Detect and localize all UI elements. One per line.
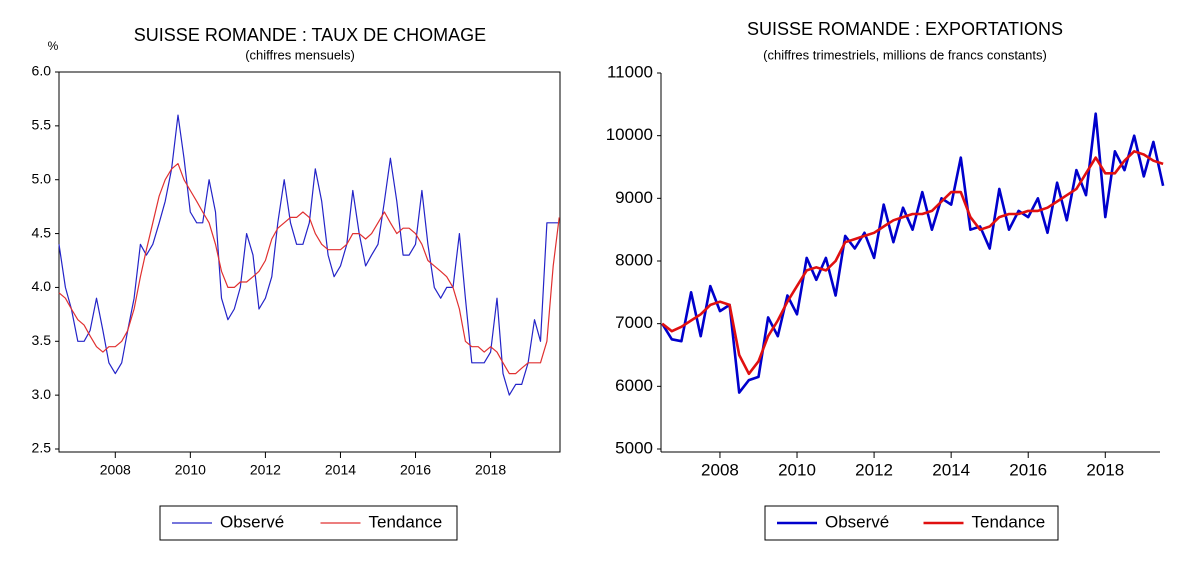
y-tick-label: 4.0 [32,278,52,294]
series-line [58,163,560,375]
y-tick-label: 2.5 [32,440,52,456]
legend-box [159,505,458,541]
y-axis-label: % [48,39,59,53]
chart-title: SUISSE ROMANDE : EXPORTATIONS [747,19,1063,39]
y-tick-label: 11000 [607,62,653,81]
chart-subtitle: (chiffres trimestriels, millions de fran… [763,47,1047,62]
y-tick-label: 6.0 [32,63,52,79]
legend-label: Observé [825,512,889,531]
y-tick-label: 6000 [615,376,653,395]
series-line [661,112,1165,394]
x-tick-label: 2018 [1086,460,1124,479]
plot-frame [58,71,561,453]
y-tick-label: 3.5 [32,332,52,348]
legend-box [764,505,1059,541]
legend-label: Observé [220,512,284,531]
y-tick-label: 7000 [615,313,653,332]
y-tick-label: 4.5 [32,224,52,240]
x-tick-label: 2010 [175,462,206,478]
y-tick-label: 3.0 [32,386,52,402]
x-tick-label: 2008 [701,460,739,479]
legend-label: Tendance [369,512,443,531]
chart-subtitle: (chiffres mensuels) [245,47,355,62]
x-tick-label: 2012 [855,460,893,479]
x-tick-label: 2008 [100,462,131,478]
x-tick-label: 2014 [932,460,970,479]
x-tick-label: 2018 [475,462,506,478]
y-tick-label: 5000 [615,438,653,457]
y-tick-label: 5.5 [32,117,52,133]
series-line [661,150,1164,376]
legend-label: Tendance [972,512,1046,531]
y-tick-label: 10000 [606,125,653,144]
x-tick-label: 2010 [778,460,816,479]
chart-title: SUISSE ROMANDE : TAUX DE CHOMAGE [134,25,486,45]
x-tick-label: 2012 [250,462,281,478]
x-tick-label: 2014 [325,462,356,478]
y-tick-label: 5.0 [32,170,52,186]
x-tick-label: 2016 [400,462,431,478]
x-tick-label: 2016 [1009,460,1047,479]
series-line [58,114,560,396]
y-tick-label: 8000 [615,250,653,269]
y-tick-label: 9000 [615,188,653,207]
